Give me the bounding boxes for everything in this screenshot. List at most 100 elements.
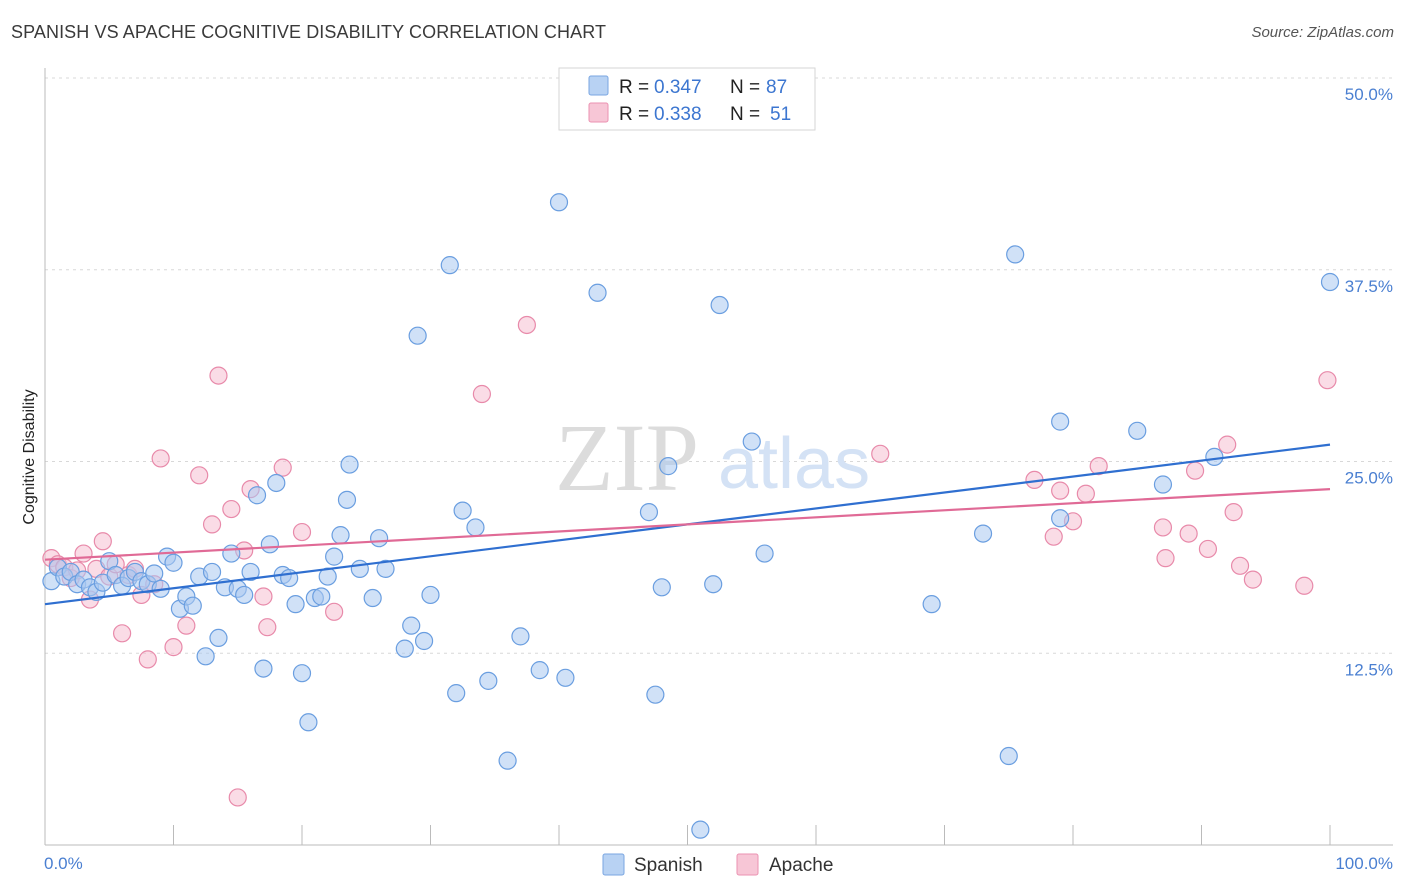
apache-point-18 (164, 638, 183, 657)
apache-point-15 (138, 650, 157, 669)
apache-point-47 (1224, 503, 1243, 522)
spanish-point-60 (466, 518, 485, 537)
y-tick-label-1: 25.0% (1345, 469, 1393, 488)
bottom-legend-label-apache: Apache (769, 855, 833, 876)
spanish-point-81 (1051, 509, 1070, 528)
spanish-point-61 (479, 671, 498, 690)
watermark-zip: ZIP (555, 404, 699, 511)
x-tick-labels: 0.0% 100.0% (44, 854, 1393, 873)
spanish-point-84 (1205, 447, 1224, 466)
spanish-point-24 (196, 647, 215, 666)
spanish-point-32 (247, 486, 267, 505)
spanish-point-82 (1128, 421, 1147, 440)
spanish-point-30 (235, 585, 254, 605)
spanish-point-35 (267, 473, 286, 493)
spanish-point-38 (286, 595, 305, 614)
legend-n-value-apache: 51 (770, 104, 791, 125)
apache-point-40 (1089, 457, 1108, 476)
apache-point-39 (1076, 484, 1095, 503)
spanish-point-59 (453, 501, 472, 520)
spanish-point-31 (241, 562, 260, 582)
spanish-point-34 (260, 535, 279, 554)
legend-box: R = 0.347 N = 87 R = 0.338 N = 51 (558, 67, 816, 131)
watermark-atlas: atlas (718, 424, 870, 504)
spanish-point-50 (370, 529, 389, 548)
y-tick-label-2: 37.5% (1345, 277, 1393, 296)
spanish-point-64 (530, 661, 549, 680)
spanish-point-16 (145, 564, 164, 583)
apache-points (42, 315, 1337, 807)
spanish-point-39 (292, 664, 312, 683)
spanish-point-47 (340, 455, 359, 474)
spanish-point-78 (999, 746, 1018, 766)
apache-point-17 (151, 449, 170, 468)
spanish-point-33 (254, 659, 273, 678)
spanish-point-55 (414, 631, 434, 651)
legend-swatch-spanish (588, 75, 609, 96)
spanish-point-57 (447, 684, 466, 703)
bottom-legend-label-spanish: Spanish (634, 855, 703, 876)
apache-point-48 (1230, 556, 1250, 575)
apache-point-49 (1243, 570, 1263, 589)
apache-point-50 (1295, 576, 1314, 595)
spanish-point-63 (511, 627, 530, 646)
spanish-point-42 (312, 587, 331, 606)
apache-point-46 (1218, 435, 1237, 454)
legend-swatch-apache (588, 102, 609, 123)
spanish-point-75 (755, 544, 774, 563)
spanish-point-62 (498, 751, 517, 770)
spanish-point-69 (646, 685, 665, 704)
spanish-point-56 (421, 585, 440, 605)
apache-point-36 (1044, 527, 1063, 546)
spanish-point-79 (1006, 245, 1025, 264)
spanish-points (42, 193, 1340, 839)
legend-r-label-apache: R = (619, 104, 649, 125)
apache-point-41 (1153, 518, 1173, 537)
spanish-point-67 (588, 283, 607, 302)
spanish-point-28 (222, 544, 241, 563)
spanish-point-53 (402, 616, 421, 635)
y-axis-title: Cognitive Disability (21, 389, 38, 524)
apache-point-37 (1051, 481, 1070, 500)
spanish-point-45 (331, 526, 350, 545)
apache-point-27 (254, 587, 273, 606)
legend-n-label-apache: N = (730, 104, 760, 125)
spanish-point-19 (164, 553, 183, 572)
spanish-point-52 (395, 639, 414, 658)
apache-point-42 (1156, 549, 1175, 568)
spanish-point-70 (652, 578, 671, 597)
apache-point-30 (292, 522, 312, 542)
spanish-point-73 (710, 295, 729, 315)
x-tick-label-0: 0.0% (44, 854, 83, 873)
spanish-point-72 (704, 575, 723, 594)
legend-r-value-spanish: 0.347 (654, 77, 702, 98)
apache-point-34 (871, 444, 890, 463)
x-tick-label-1: 100.0% (1335, 854, 1393, 873)
bottom-legend-swatch-apache (736, 853, 759, 876)
spanish-point-22 (183, 596, 202, 615)
spanish-point-85 (1320, 272, 1340, 292)
legend-r-label-spanish: R = (619, 77, 649, 98)
spanish-point-74 (742, 432, 761, 451)
spanish-point-44 (325, 547, 344, 566)
bottom-legend: Spanish Apache (602, 853, 833, 876)
apache-point-24 (228, 788, 247, 807)
spanish-point-49 (363, 588, 382, 608)
legend-n-value-spanish: 87 (766, 77, 787, 98)
apache-point-31 (325, 602, 344, 621)
apache-point-29 (273, 458, 292, 477)
apache-point-11 (112, 624, 132, 643)
y-tick-label-0: 12.5% (1345, 660, 1393, 679)
apache-point-45 (1198, 539, 1218, 559)
apache-point-5 (74, 544, 93, 563)
apache-point-43 (1179, 524, 1198, 543)
legend-r-value-apache: 0.338 (654, 104, 702, 125)
spanish-point-25 (202, 562, 222, 582)
spanish-point-40 (299, 713, 318, 732)
apache-point-22 (209, 366, 228, 385)
apache-point-51 (1318, 371, 1337, 390)
apache-point-19 (177, 616, 196, 635)
spanish-point-48 (350, 559, 369, 578)
apache-point-21 (202, 515, 222, 534)
